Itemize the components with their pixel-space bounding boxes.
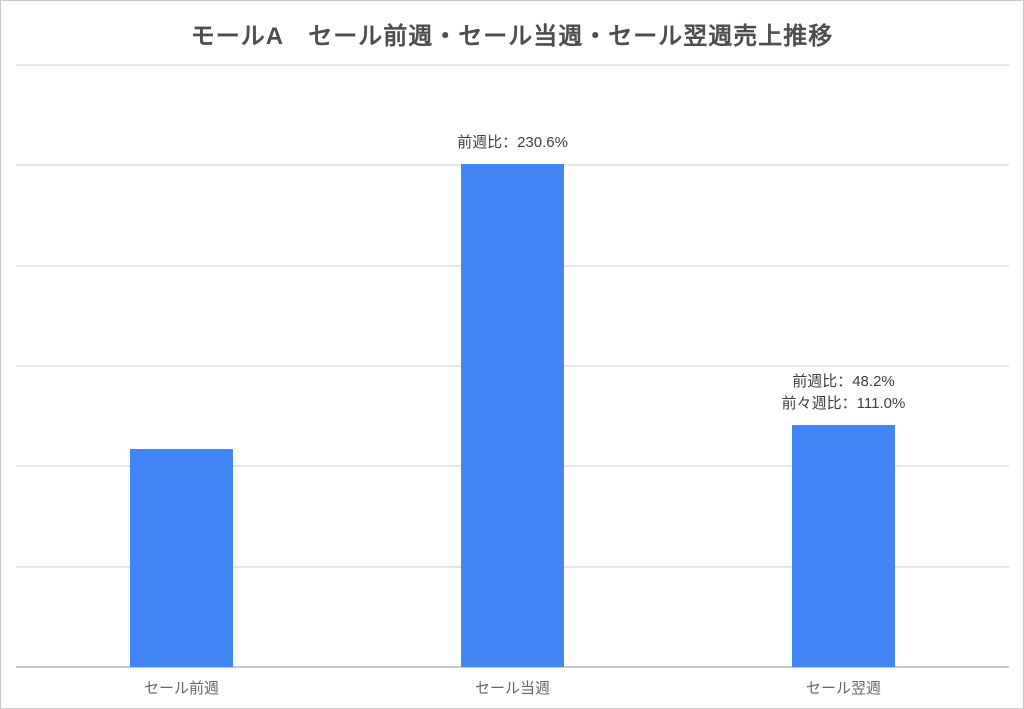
- bar-annotation: 前週比：230.6%: [343, 132, 683, 154]
- chart-title: モールA セール前週・セール当週・セール翌週売上推移: [190, 23, 834, 50]
- annotation-line: 前週比：230.6%: [457, 134, 568, 152]
- x-axis-label: セール当週: [474, 680, 550, 697]
- annotation-line: 前々週比：111.0%: [781, 394, 906, 412]
- bar-annotation: 前週比：48.2% 前々週比：111.0%: [674, 371, 1014, 415]
- bar: [792, 424, 895, 667]
- gridline: [16, 64, 1009, 66]
- x-axis-label: セール前週: [143, 680, 219, 697]
- bar: [461, 164, 564, 667]
- bar: [129, 448, 233, 667]
- x-axis-label: セール翌週: [805, 680, 881, 697]
- x-axis-baseline: [16, 666, 1009, 668]
- plot-area: セール前週 セール当週 前週比：230.6% セール翌週 前週比：48.2% 前々週比：1…: [16, 64, 1009, 697]
- annotation-line: 前週比：48.2%: [792, 372, 895, 390]
